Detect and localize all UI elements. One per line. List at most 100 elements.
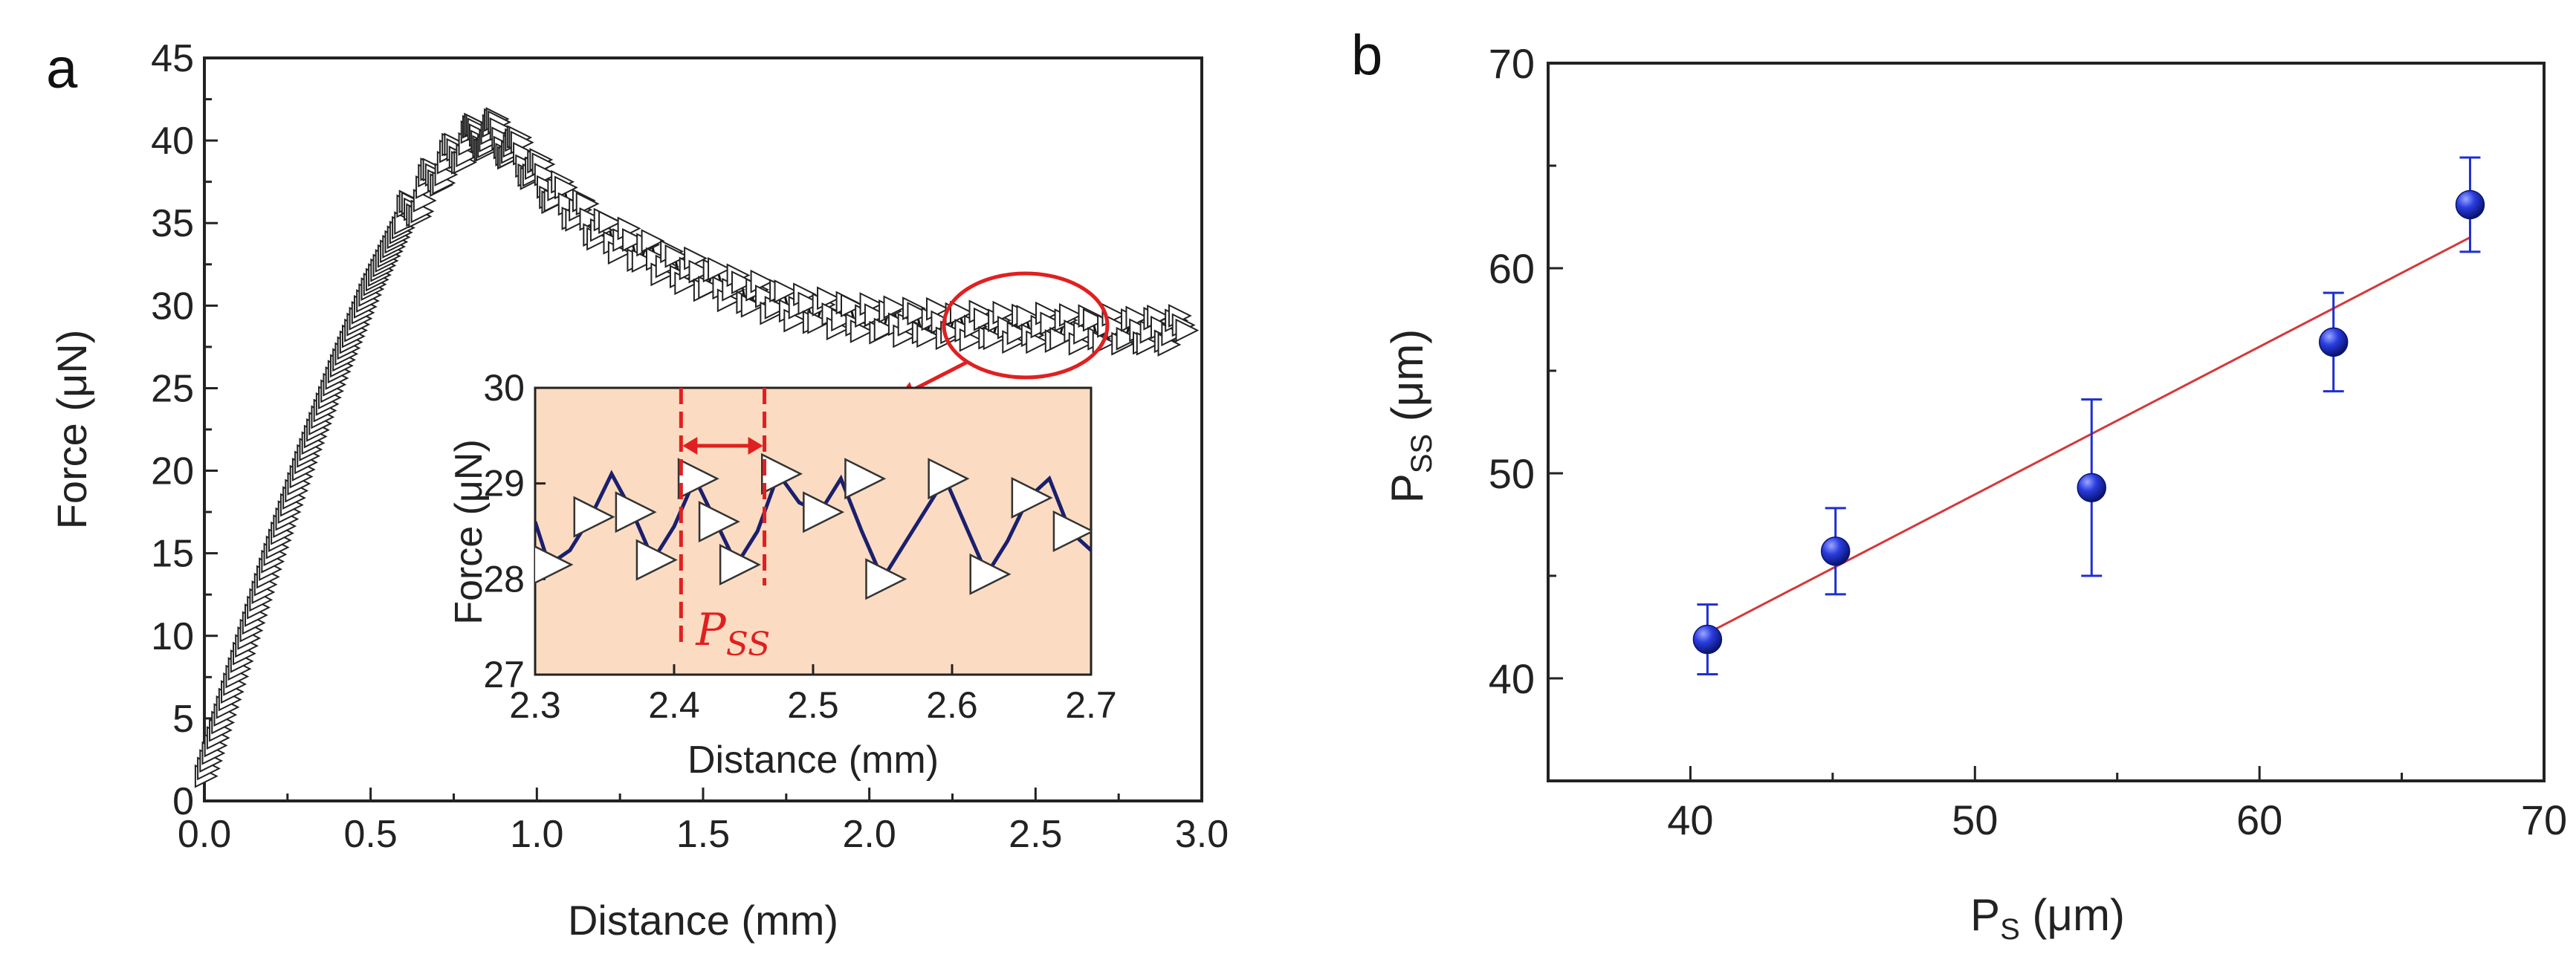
panel-b-point <box>1692 624 1723 655</box>
panel-a-marker <box>1016 305 1041 329</box>
panel-a-marker <box>983 326 1007 351</box>
panel-a-chart: 0.0 0.5 1.0 1.5 2.0 2.5 3.0051015202530354045 … <box>48 37 1229 944</box>
panel-letter-a: a <box>46 37 78 100</box>
panel-a-xtick-label: 0.0 <box>178 813 231 856</box>
inset-xtick-label: 2.6 <box>926 684 978 726</box>
panel-b-axes: 40 50 60 70 40 50 60 70 <box>1489 40 2567 843</box>
panel-b-ylabel-sub: SS <box>1405 434 1438 473</box>
panel-b-xlabel-main: P <box>1970 890 2000 940</box>
panel-a-marker <box>797 291 822 316</box>
panel-a-inset: 2.3 2.4 2.5 2.6 2.7 27 28 29 30 PSS Distance (mm… <box>447 367 1117 782</box>
panel-a-ytick-label: 25 <box>151 367 194 410</box>
inset-marker <box>761 452 803 495</box>
inset-xlabel: Distance (mm) <box>687 739 939 782</box>
panel-b-ytick-label: 70 <box>1489 40 1535 87</box>
pss-label-main: P <box>695 604 727 656</box>
panel-b-xlabel: PS (μm) <box>1970 890 2125 946</box>
panel-b-series <box>1692 156 2485 675</box>
inset-ylabel: Force (μN) <box>447 439 491 625</box>
panel-b-fit-line <box>1706 236 2471 635</box>
panel-b-xlabel-sub: S <box>2000 913 2020 946</box>
panel-a-marker <box>973 307 997 331</box>
panel-a-ytick-label: 40 <box>151 120 194 163</box>
panel-a-marker <box>622 228 646 252</box>
inset-xtick-label: 2.3 <box>509 684 561 726</box>
panel-a-xlabel: Distance (mm) <box>568 897 838 944</box>
panel-letter-b: b <box>1351 24 1382 87</box>
panel-a-marker <box>873 317 898 342</box>
inset-marker <box>615 491 657 533</box>
panel-a-marker <box>554 175 578 200</box>
inset-frame <box>534 386 1093 676</box>
inset-marker <box>698 501 740 543</box>
panel-a-ytick-label: 45 <box>151 37 194 80</box>
pss-arrow-head-left <box>682 437 698 455</box>
panel-a-xtick-label: 2.5 <box>1009 813 1062 856</box>
panel-a-ytick-label: 20 <box>151 450 194 493</box>
panel-a-xtick-label: 2.0 <box>843 813 896 856</box>
pss-marker: PSS <box>679 388 771 663</box>
panel-a-marker <box>1082 308 1107 332</box>
inset-marker <box>677 458 719 500</box>
inset-ytick-label: 27 <box>483 654 525 695</box>
inset-marker <box>573 496 615 538</box>
inset-xtick-label: 2.5 <box>787 684 839 726</box>
panel-a-ylabel: Force (μN) <box>48 330 95 530</box>
panel-b-ylabel-main: P <box>1382 473 1432 503</box>
panel-a-marker <box>1175 318 1200 343</box>
panel-b-point <box>2455 189 2485 220</box>
panel-a-marker <box>641 229 665 253</box>
inset-xtick-label: 2.4 <box>648 684 700 726</box>
panel-a-marker <box>708 256 731 281</box>
panel-a-marker <box>1116 326 1140 351</box>
inset-axes: 2.3 2.4 2.5 2.6 2.7 27 28 29 30 <box>483 367 1116 726</box>
panel-b-point <box>2318 327 2349 357</box>
panel-a-xtick-label: 1.0 <box>510 813 563 856</box>
panel-a-marker <box>1006 321 1031 345</box>
panel-a-marker <box>731 270 755 294</box>
inset-marker <box>844 458 887 500</box>
panel-a-series <box>194 107 1200 788</box>
panel-a-ytick-label: 5 <box>172 698 194 741</box>
inset-marker <box>535 545 574 584</box>
panel-b-xlabel-unit: (μm) <box>2020 890 2125 940</box>
panel-a-marker <box>764 296 789 319</box>
panel-a-marker <box>883 295 907 319</box>
panel-a-ytick-label: 30 <box>151 285 194 328</box>
panel-a-marker <box>841 293 864 318</box>
panel-a-marker <box>949 300 974 325</box>
panel-b-ytick-label: 50 <box>1489 450 1535 497</box>
inset-ytick-label: 28 <box>483 558 525 600</box>
panel-b-point <box>2077 473 2107 503</box>
inset-series <box>535 452 1091 600</box>
inset-marker <box>719 544 761 586</box>
inset-marker <box>1011 476 1053 519</box>
panel-a-marker <box>664 244 689 268</box>
panel-b-ytick-label: 60 <box>1489 245 1535 292</box>
panel-b-xtick-label: 60 <box>2236 796 2282 843</box>
inset-ytick-label: 29 <box>483 463 525 504</box>
panel-a-axes: 0.0 0.5 1.0 1.5 2.0 2.5 3.0 0 5 10 15 20 25 30 35 40 45 <box>151 37 1229 856</box>
panel-b-ytick-label: 40 <box>1489 655 1535 702</box>
panel-a-marker <box>916 324 941 348</box>
pss-arrow-head-right <box>748 437 763 455</box>
panel-a-ytick-label: 10 <box>151 615 194 658</box>
panel-a-marker <box>774 279 798 304</box>
panel-b-frame <box>1547 62 2546 782</box>
panel-b-ylabel-unit: (μm) <box>1382 329 1432 434</box>
panel-a-ytick-label: 15 <box>151 533 194 576</box>
panel-b-point <box>1820 536 1851 566</box>
panel-a-ytick-label: 0 <box>172 780 194 823</box>
panel-a-marker <box>907 302 931 325</box>
inset-marker <box>928 458 970 500</box>
panel-b-xtick-label: 70 <box>2521 796 2567 843</box>
panel-a-xtick-label: 3.0 <box>1175 813 1229 856</box>
panel-a-marker <box>598 210 622 234</box>
panel-a-xtick-label: 0.5 <box>344 813 398 856</box>
panel-a-marker <box>807 310 832 334</box>
inset-marker <box>865 558 907 600</box>
pss-label-sub: SS <box>726 626 771 663</box>
panel-a-xtick-label: 1.5 <box>676 813 730 856</box>
